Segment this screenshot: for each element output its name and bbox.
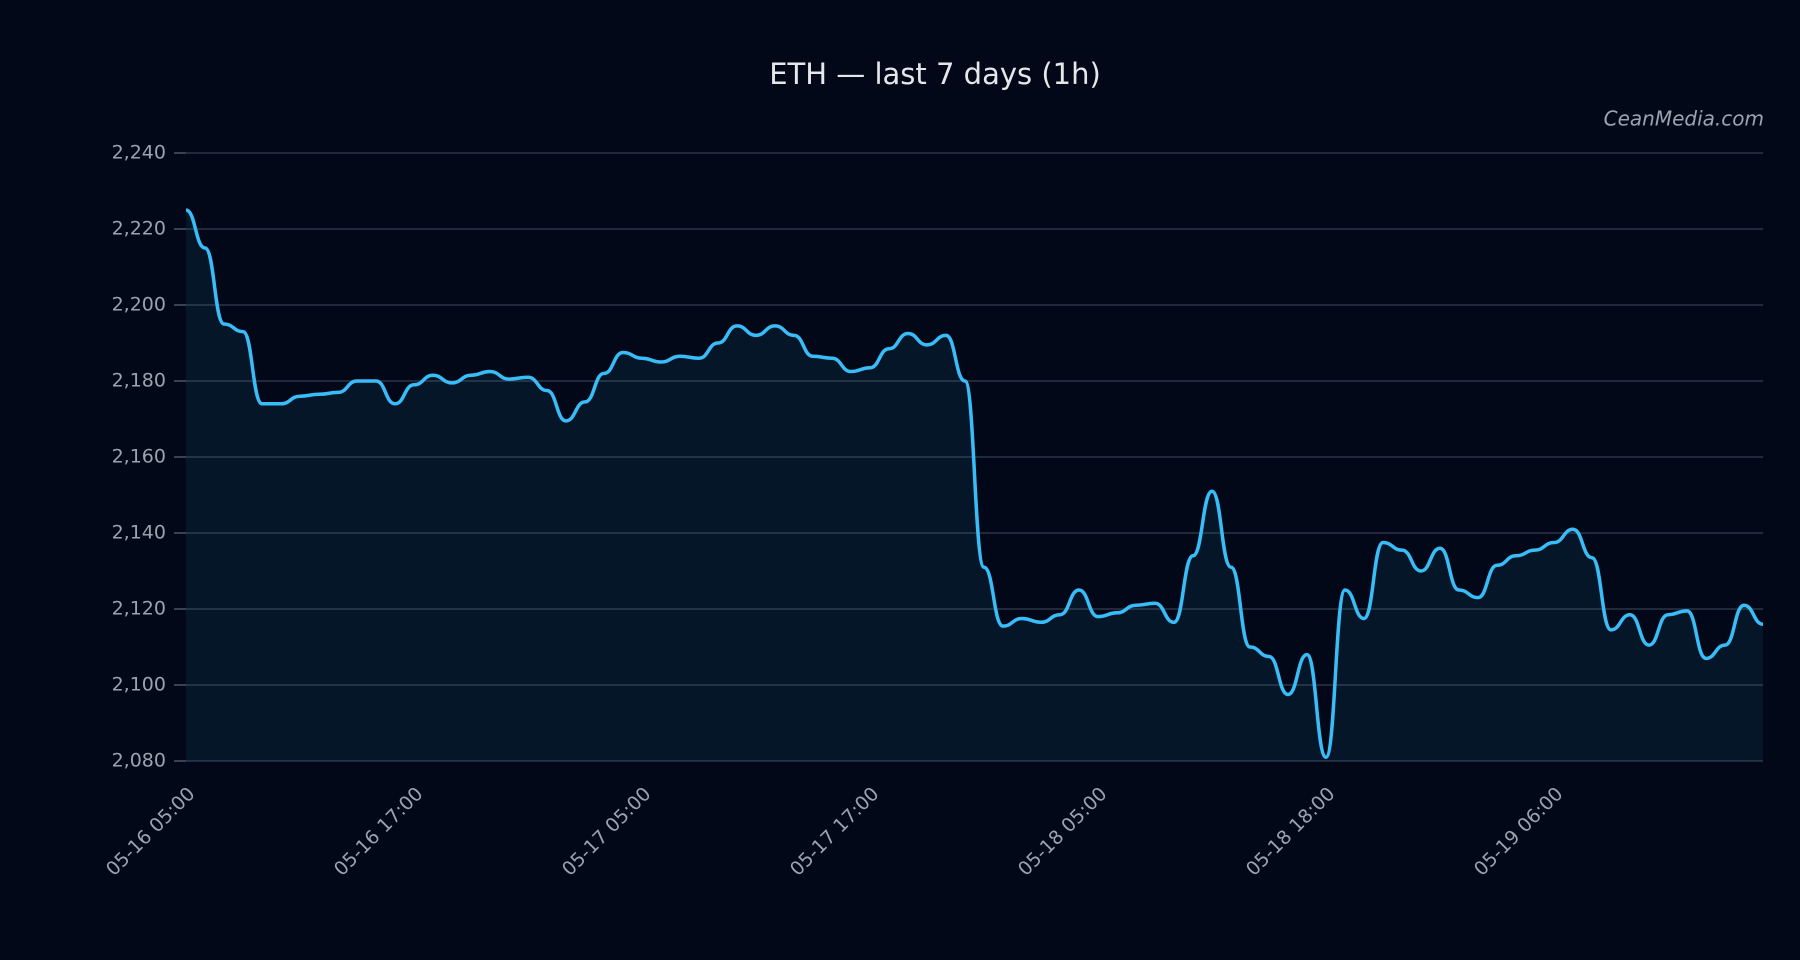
y-tick-label: 2,080 bbox=[112, 750, 166, 772]
y-tick-label: 2,100 bbox=[112, 674, 166, 696]
y-tick-label: 2,140 bbox=[112, 522, 166, 544]
y-tick-label: 2,120 bbox=[112, 598, 166, 620]
line bbox=[185, 208, 1764, 759]
watermark: CeanMedia.com bbox=[1604, 107, 1764, 131]
y-tick-label: 2,160 bbox=[112, 446, 166, 468]
y-tick-label: 2,200 bbox=[112, 294, 166, 316]
chart-title: ETH — last 7 days (1h) bbox=[769, 57, 1101, 91]
y-tick-label: 2,180 bbox=[112, 370, 166, 392]
y-tick-label: 2,220 bbox=[112, 218, 166, 240]
y-tick-label: 2,240 bbox=[112, 142, 166, 164]
